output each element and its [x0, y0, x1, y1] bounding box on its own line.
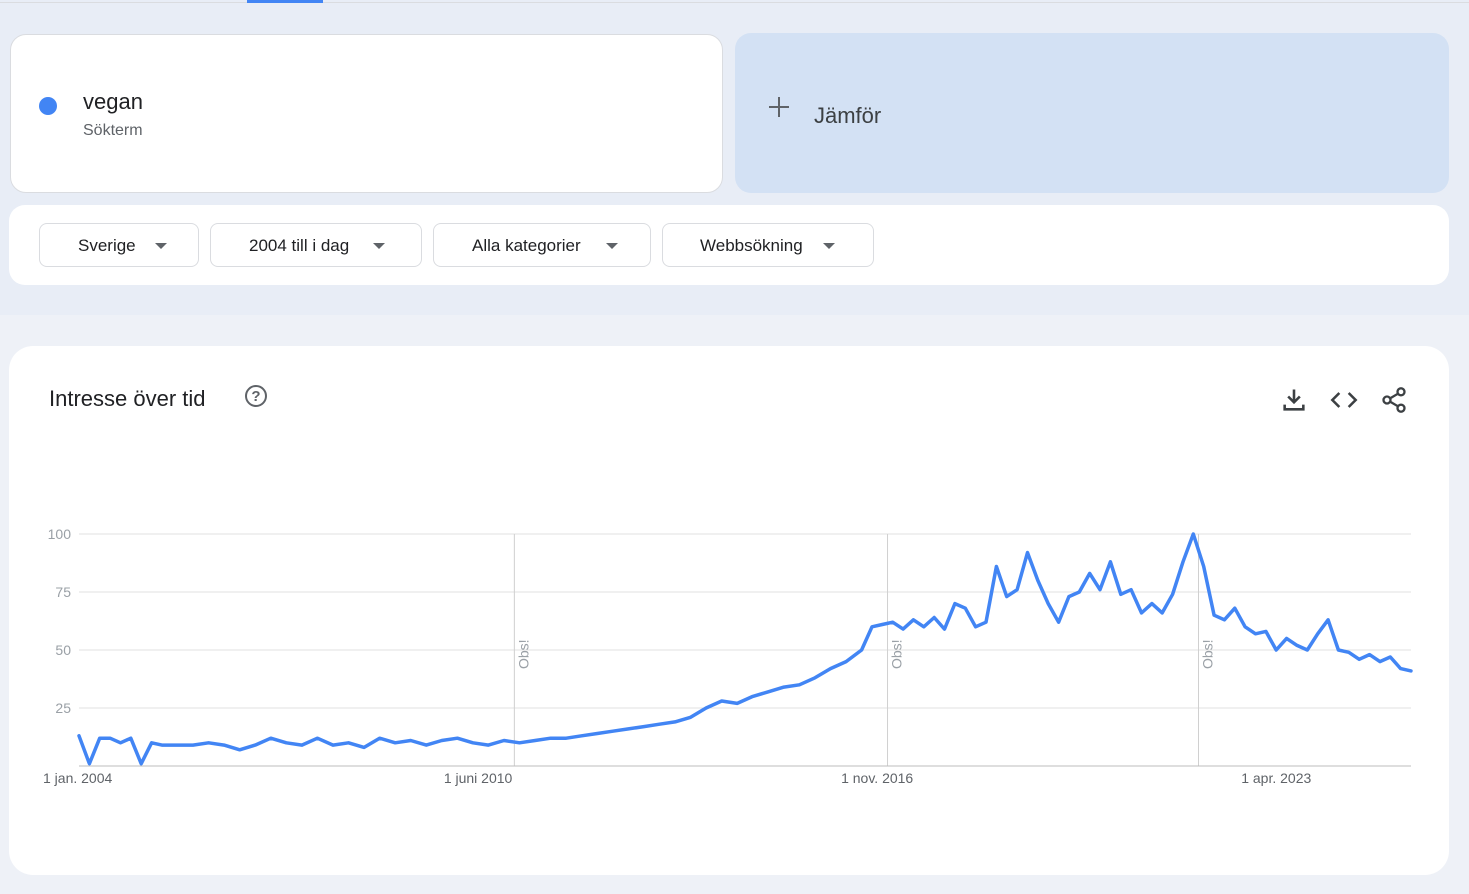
time-range-filter-label: 2004 till i dag: [249, 236, 350, 255]
embed-code-icon[interactable]: [1330, 386, 1358, 414]
series-line: [77, 532, 1413, 766]
share-icon[interactable]: [1380, 386, 1408, 414]
y-tick-label: 50: [55, 642, 71, 658]
x-tick-label: 1 nov. 2016: [841, 770, 913, 786]
download-icon[interactable]: [1280, 386, 1308, 414]
annotation-label: Obs!: [1200, 639, 1216, 669]
annotation-label: Obs!: [515, 639, 531, 669]
annotation-label: Obs!: [889, 639, 905, 669]
y-tick-label: 25: [55, 700, 71, 716]
compare-label: Jämför: [814, 103, 882, 128]
time-range-filter-dropdown[interactable]: 2004 till i dag: [210, 223, 422, 267]
chevron-down-icon: [155, 243, 167, 249]
compare-button[interactable]: Jämför: [735, 33, 1449, 193]
help-icon[interactable]: ?: [245, 385, 267, 407]
x-tick-label: 1 jan. 2004: [43, 770, 112, 786]
chevron-down-icon: [823, 243, 835, 249]
region-filter-label: Sverige: [78, 236, 136, 255]
category-filter-label: Alla kategorier: [472, 236, 581, 255]
search-term-name[interactable]: vegan: [83, 89, 143, 114]
filter-bar: Sverige 2004 till i dag Alla kategorier …: [9, 205, 1449, 285]
interest-over-time-card: Intresse över tid ? 25 50 75 100 Obs! Obs! Obs…: [9, 346, 1449, 875]
interest-line-chart: 25 50 75 100 Obs! Obs! Obs! 1 jan. 2004 1 juni 2…: [43, 526, 1413, 786]
active-tab-indicator: [247, 0, 323, 3]
series-color-dot: [39, 97, 57, 115]
chevron-down-icon: [373, 243, 385, 249]
category-filter-dropdown[interactable]: Alla kategorier: [433, 223, 651, 267]
y-tick-label: 100: [48, 526, 72, 542]
x-tick-label: 1 apr. 2023: [1241, 770, 1311, 786]
search-term-type: Sökterm: [83, 122, 143, 139]
x-tick-label: 1 juni 2010: [444, 770, 513, 786]
chevron-down-icon: [606, 243, 618, 249]
header-divider: [0, 2, 1469, 3]
y-tick-label: 75: [55, 584, 71, 600]
plus-icon: [769, 97, 789, 117]
search-type-filter-label: Webbsökning: [700, 236, 803, 255]
search-term-card[interactable]: vegan Sökterm: [10, 34, 723, 193]
search-type-filter-dropdown[interactable]: Webbsökning: [662, 223, 874, 267]
region-filter-dropdown[interactable]: Sverige: [39, 223, 199, 267]
chart-card-title: Intresse över tid: [49, 386, 206, 411]
